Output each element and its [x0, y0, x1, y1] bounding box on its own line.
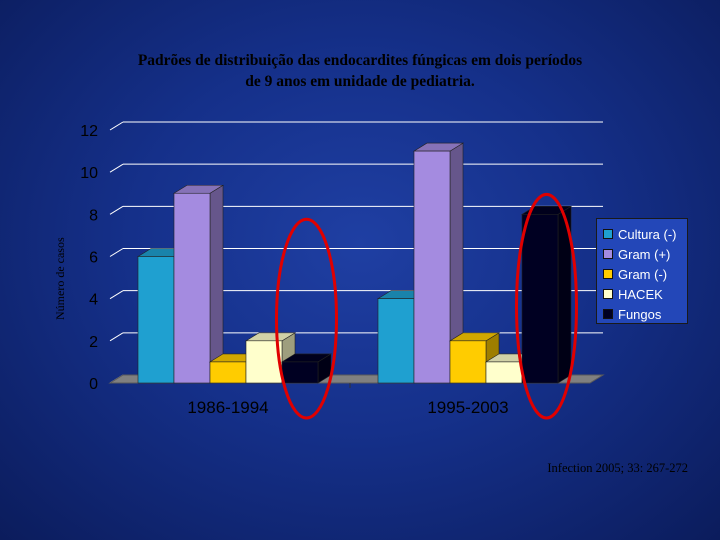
legend-swatch	[603, 249, 613, 259]
bar	[413, 150, 451, 384]
legend-item: Cultura (-)	[597, 224, 687, 244]
gridline-slant	[109, 205, 124, 215]
y-tick-label: 0	[89, 376, 98, 393]
legend-label: Gram (-)	[618, 266, 668, 282]
y-tick-label: 2	[89, 334, 98, 351]
bar-side	[209, 184, 224, 384]
gridline-slant	[109, 332, 124, 342]
y-tick-label: 6	[89, 250, 98, 267]
chart-title: Padrões de distribuição das endocardites…	[60, 50, 660, 92]
legend: Cultura (-) Gram (+) Gram (-) HACEK Fungos	[596, 218, 688, 324]
legend-swatch	[603, 269, 613, 279]
highlight-ellipse	[275, 217, 338, 420]
bar	[137, 256, 175, 384]
highlight-ellipse	[515, 192, 578, 420]
legend-label: Cultura (-)	[618, 226, 677, 242]
x-tick-label: 1986-1994	[187, 398, 268, 417]
title-line-2: de 9 anos em unidade de pediatria.	[245, 73, 475, 90]
bar	[173, 192, 211, 384]
bar	[449, 340, 487, 384]
y-tick-label: 8	[89, 207, 98, 224]
legend-item: Gram (-)	[597, 264, 687, 284]
legend-swatch	[603, 229, 613, 239]
bar	[485, 361, 523, 384]
legend-item: Gram (+)	[597, 244, 687, 264]
bar	[245, 340, 283, 384]
title-line-1: Padrões de distribuição das endocardites…	[137, 52, 583, 69]
y-tick-label: 12	[80, 123, 98, 140]
bar	[209, 361, 247, 384]
legend-item: Fungos	[597, 304, 687, 324]
legend-swatch	[603, 309, 613, 319]
gridline-slant	[109, 290, 124, 300]
gridline-slant	[109, 248, 124, 257]
gridline-slant	[109, 163, 124, 173]
x-tick-label: 1995-2003	[427, 398, 508, 417]
bar	[521, 214, 559, 384]
legend-label: Gram (+)	[618, 246, 671, 262]
legend-swatch	[603, 289, 613, 299]
bar	[377, 298, 415, 384]
y-tick-label: 4	[89, 292, 98, 309]
legend-label: HACEK	[618, 286, 663, 302]
bar	[281, 361, 319, 384]
y-tick-label: 10	[80, 165, 98, 182]
legend-label: Fungos	[618, 306, 662, 322]
legend-item: HACEK	[597, 284, 687, 304]
source-citation: Infection 2005; 33: 267-272	[547, 461, 688, 475]
gridline-slant	[109, 121, 124, 131]
